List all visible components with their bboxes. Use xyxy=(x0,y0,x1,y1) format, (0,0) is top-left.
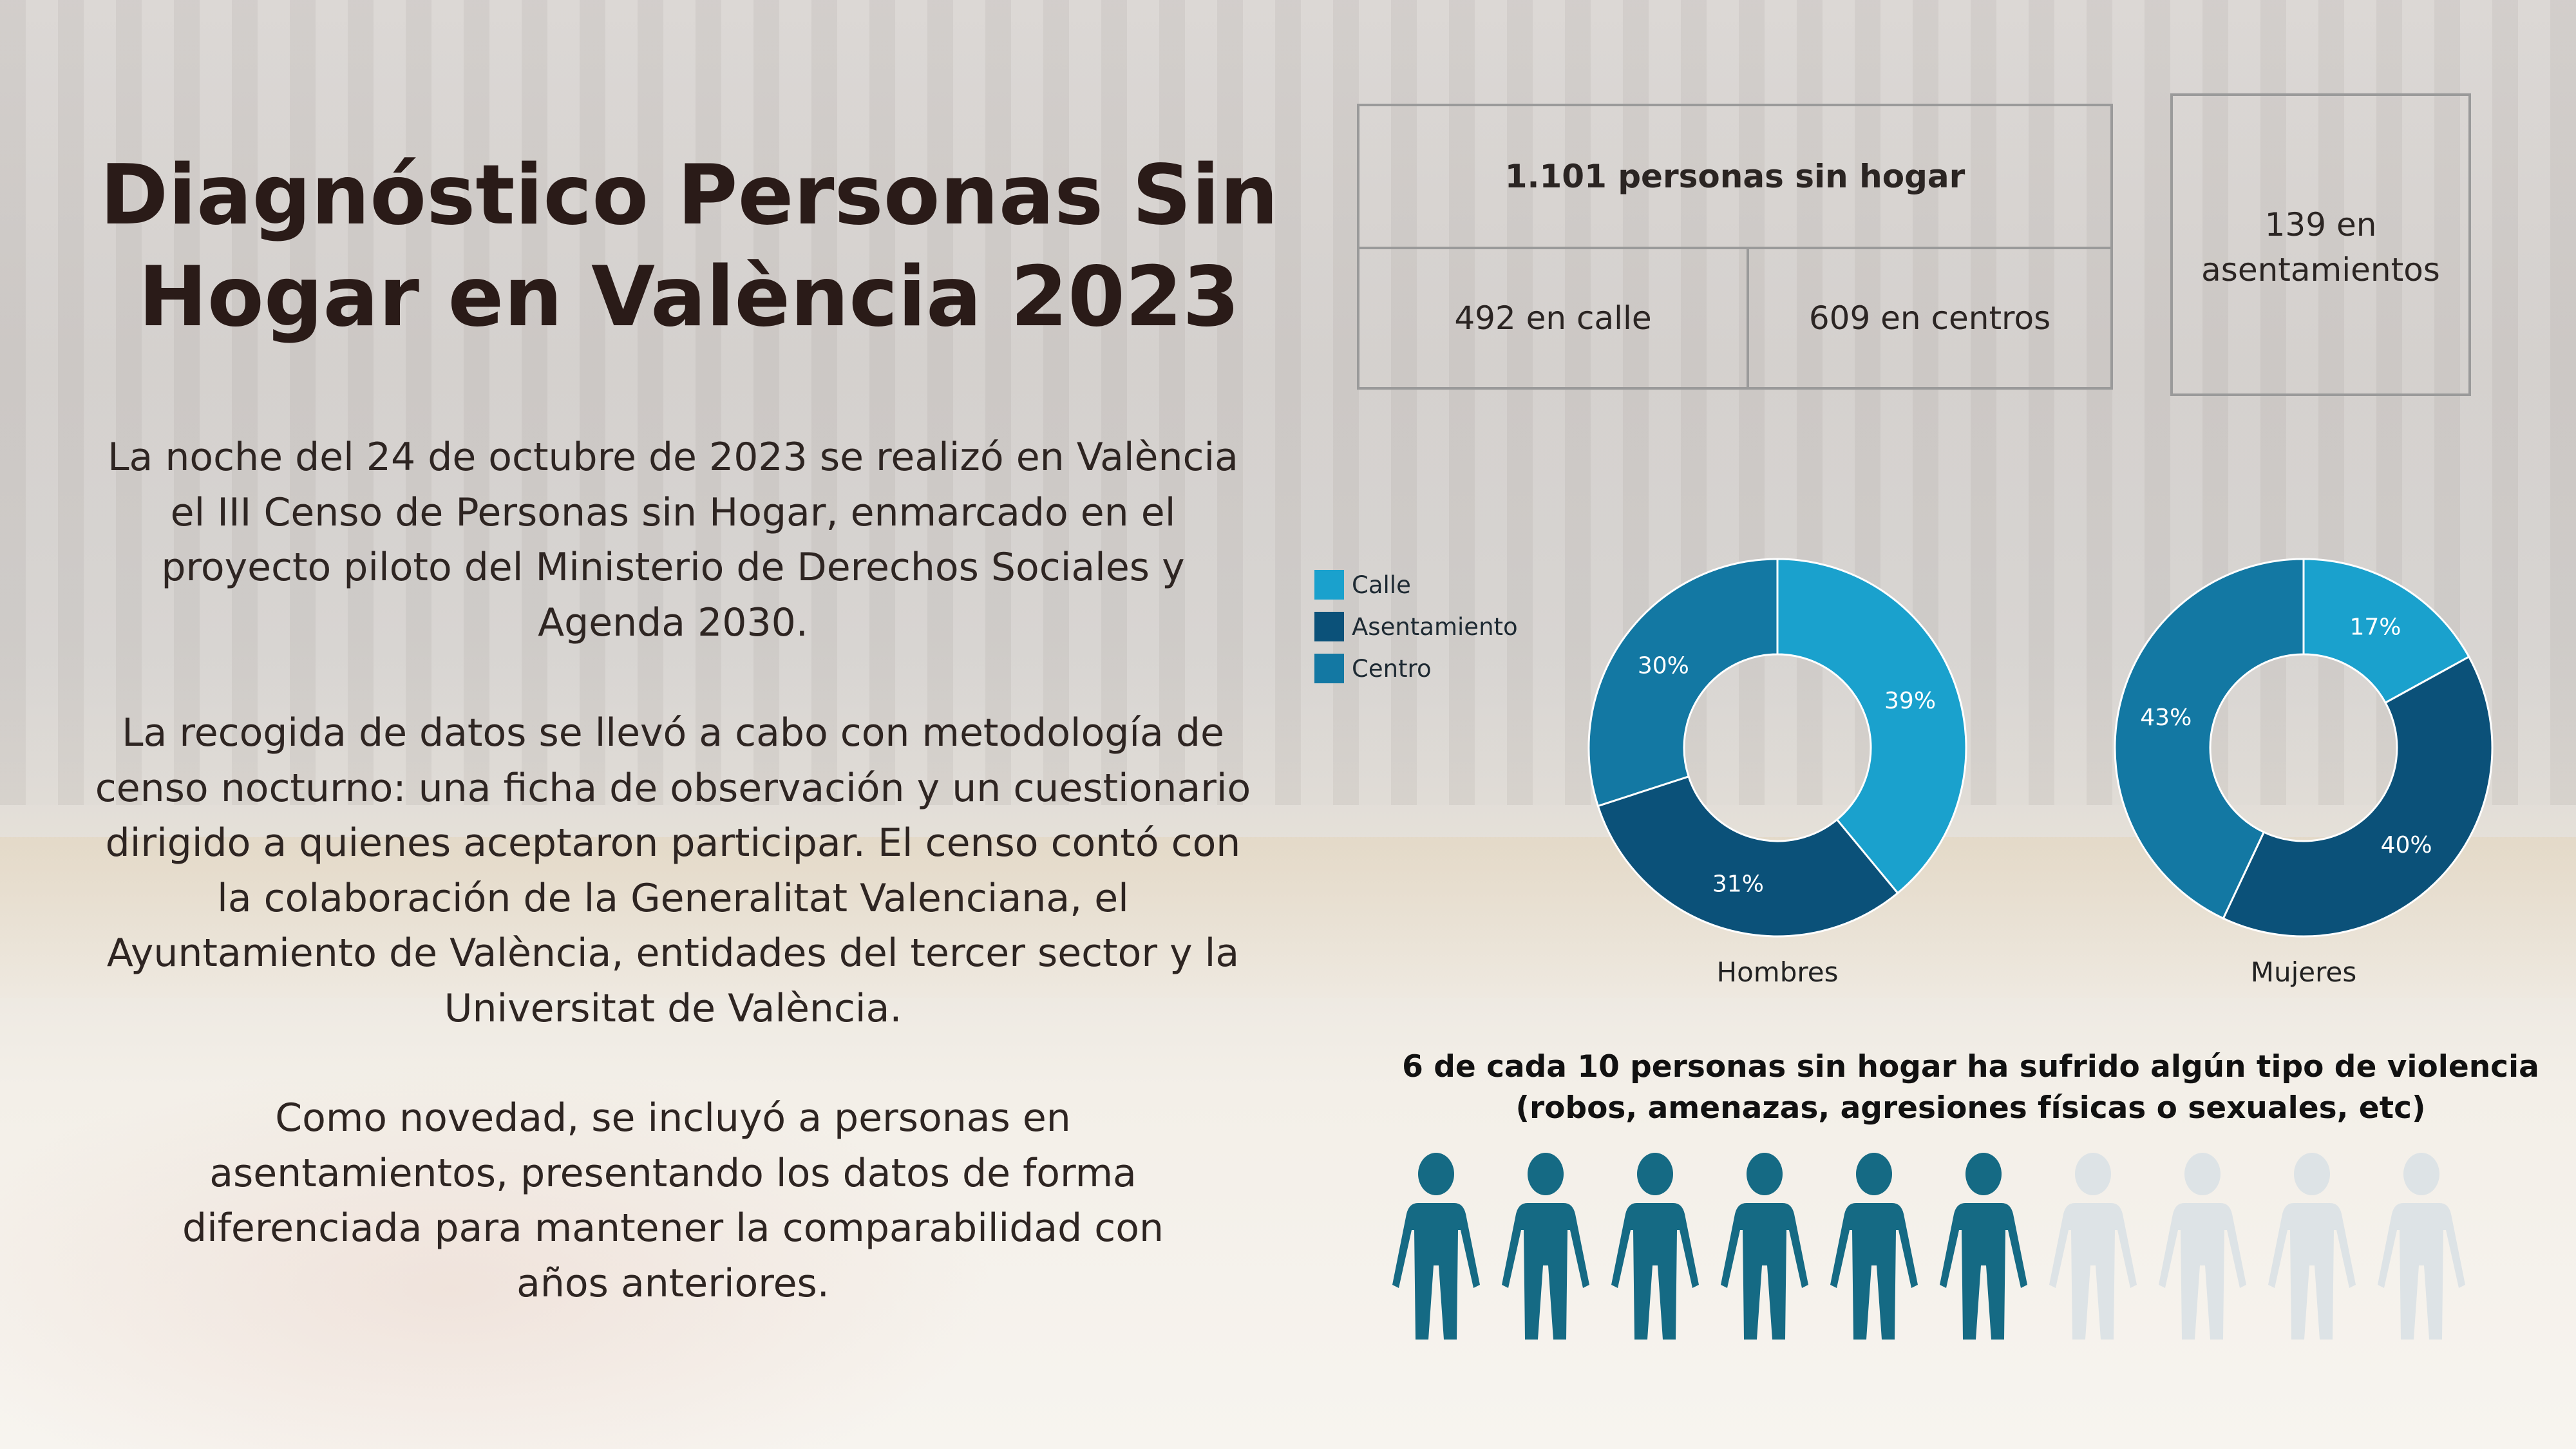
legend-item-centro: Centro xyxy=(1314,654,1432,683)
stat-centros: 609 en centros xyxy=(1747,247,2113,390)
legend-swatch xyxy=(1314,612,1344,641)
stat-total-text: 1.101 personas sin hogar xyxy=(1504,158,1965,195)
page-title: Diagnóstico Personas Sin Hogar en Valènc… xyxy=(99,147,1279,345)
person-icon-affected xyxy=(1392,1153,1480,1340)
stat-asentamientos-text: 139 en asentamientos xyxy=(2201,206,2440,289)
donut-label-hombres: Hombres xyxy=(1716,956,1839,988)
donut-label-mujeres: Mujeres xyxy=(2250,956,2357,988)
donut-slice-mujeres-calle xyxy=(2302,558,2470,705)
donut-slice-hombres-asentamiento xyxy=(1596,775,1899,938)
method-paragraph: La recogida de datos se llevó a cabo con… xyxy=(95,710,1251,1031)
intro-paragraph: La noche del 24 de octubre de 2023 se re… xyxy=(108,435,1238,645)
stat-calle-text: 492 en calle xyxy=(1454,299,1652,337)
novelty-paragraph: Como novedad, se incluyó a personas en a… xyxy=(182,1095,1164,1306)
people-pictogram xyxy=(1392,1153,2465,1340)
legend-swatch xyxy=(1314,654,1344,683)
legend-label: Calle xyxy=(1352,571,1411,599)
person-icon-affected xyxy=(1830,1153,1918,1340)
donut-data-label: 30% xyxy=(1638,652,1689,679)
donut-data-label: 39% xyxy=(1884,688,1936,714)
person-icon-affected xyxy=(1721,1153,1808,1340)
legend-label: Asentamiento xyxy=(1352,612,1518,641)
donut-data-label: 31% xyxy=(1712,871,1764,897)
legend-label: Centro xyxy=(1352,654,1432,683)
violence-statement: 6 de cada 10 personas sin hogar ha sufri… xyxy=(1402,1049,2539,1126)
person-icon xyxy=(2268,1153,2356,1340)
stat-centros-text: 609 en centros xyxy=(1808,299,2051,337)
donut-slice-mujeres-asentamiento xyxy=(2222,655,2494,938)
person-icon-affected xyxy=(1611,1153,1699,1340)
legend-item-calle: Calle xyxy=(1314,570,1411,600)
person-icon-affected xyxy=(1940,1153,2027,1340)
person-icon xyxy=(2378,1153,2465,1340)
donut-slice-mujeres-centro xyxy=(2114,558,2305,920)
donut-data-label: 17% xyxy=(2349,614,2401,640)
person-icon xyxy=(2049,1153,2137,1340)
donut-data-label: 40% xyxy=(2381,832,2432,858)
donut-slice-hombres-calle xyxy=(1776,558,1967,895)
legend-swatch xyxy=(1314,570,1344,600)
legend-item-asentamiento: Asentamiento xyxy=(1314,612,1518,641)
stat-asentamientos: 139 en asentamientos xyxy=(2170,93,2471,396)
background-court-band xyxy=(0,837,2576,998)
person-icon xyxy=(2159,1153,2246,1340)
person-icon-affected xyxy=(1502,1153,1589,1340)
donut-slice-hombres-centro xyxy=(1587,558,1779,808)
stat-calle: 492 en calle xyxy=(1357,247,1749,390)
donut-data-label: 43% xyxy=(2140,705,2192,731)
